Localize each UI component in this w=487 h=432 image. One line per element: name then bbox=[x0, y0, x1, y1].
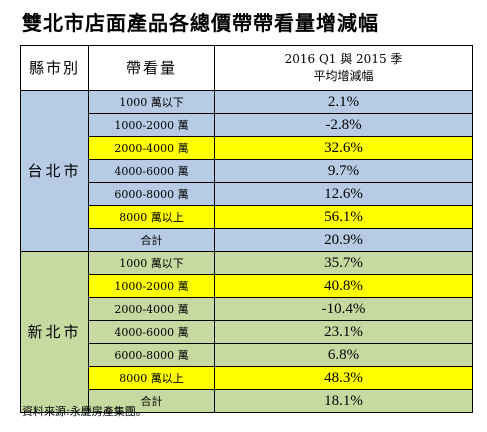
percent-change-cell: 6.8% bbox=[214, 343, 473, 367]
data-table: 縣市別 帶看量 2016 Q1 與 2015 季 平均增減幅 台北市 1000 萬… bbox=[20, 45, 473, 413]
price-band-cell: 8000 萬以上 bbox=[88, 205, 215, 229]
price-band-cell: 4000-6000 萬 bbox=[88, 320, 215, 344]
price-band-cell: 2000-4000 萬 bbox=[88, 297, 215, 321]
percent-change-cell: 23.1% bbox=[214, 320, 473, 344]
table-row: 新北市 1000 萬以下 35.7% bbox=[20, 251, 473, 413]
table-row: 2000-4000 萬 -10.4% bbox=[21, 297, 473, 321]
table-row: 1000-2000 萬 40.8% bbox=[21, 274, 473, 298]
percent-change-cell: 35.7% bbox=[214, 251, 473, 275]
table-row: 合計 18.1% bbox=[21, 389, 473, 413]
price-band-cell: 4000-6000 萬 bbox=[88, 159, 215, 183]
percent-change-cell: -10.4% bbox=[214, 297, 473, 321]
table-body: 台北市 1000 萬以下 2.1% 1000-2000 萬 -2.8% 2000-4000… bbox=[20, 90, 473, 413]
price-band-cell: 6000-8000 萬 bbox=[88, 182, 215, 206]
header-percent-change: 2016 Q1 與 2015 季 平均增減幅 bbox=[214, 45, 473, 91]
table-row: 4000-6000 萬 23.1% bbox=[21, 320, 473, 344]
city-cell: 台北市 bbox=[20, 90, 89, 252]
percent-change-cell: 48.3% bbox=[214, 366, 473, 390]
price-band-cell: 1000 萬以下 bbox=[88, 90, 215, 114]
percent-change-cell: 32.6% bbox=[214, 136, 473, 160]
price-band-cell: 1000-2000 萬 bbox=[88, 274, 215, 298]
percent-change-cell: 40.8% bbox=[214, 274, 473, 298]
price-band-cell: 1000 萬以下 bbox=[88, 251, 215, 275]
percent-change-cell: 2.1% bbox=[214, 90, 473, 114]
table-header-row: 縣市別 帶看量 2016 Q1 與 2015 季 平均增減幅 bbox=[20, 45, 473, 91]
percent-change-cell: 20.9% bbox=[214, 228, 473, 252]
source-note: 資料來源:永慶房產集團。 bbox=[22, 405, 147, 418]
percent-change-cell: 12.6% bbox=[214, 182, 473, 206]
header-percent-line1: 2016 Q1 與 2015 季 bbox=[284, 52, 403, 66]
table-row: 台北市 1000 萬以下 2.1% bbox=[20, 90, 473, 252]
percent-change-cell: -2.8% bbox=[214, 113, 473, 137]
price-band-cell: 合計 bbox=[88, 228, 215, 252]
price-band-cell: 1000-2000 萬 bbox=[88, 113, 215, 137]
table-row: 4000-6000 萬 9.7% bbox=[21, 159, 473, 183]
table-row: 8000 萬以上 56.1% bbox=[21, 205, 473, 229]
table-row: 6000-8000 萬 6.8% bbox=[21, 343, 473, 367]
header-city: 縣市別 bbox=[20, 45, 89, 91]
header-percent-line2: 平均增減幅 bbox=[313, 69, 374, 83]
table-row: 1000-2000 萬 -2.8% bbox=[21, 113, 473, 137]
header-band: 帶看量 bbox=[88, 45, 215, 91]
price-band-cell: 合計 bbox=[88, 389, 215, 413]
table-row: 6000-8000 萬 12.6% bbox=[21, 182, 473, 206]
percent-change-cell: 18.1% bbox=[214, 389, 473, 413]
page-title: 雙北市店面產品各總價帶帶看量增減幅 bbox=[22, 11, 379, 35]
table-row: 8000 萬以上 48.3% bbox=[21, 366, 473, 390]
price-band-cell: 8000 萬以上 bbox=[88, 366, 215, 390]
price-band-cell: 6000-8000 萬 bbox=[88, 343, 215, 367]
city-cell: 新北市 bbox=[20, 251, 89, 413]
price-band-cell: 2000-4000 萬 bbox=[88, 136, 215, 160]
table-row: 2000-4000 萬 32.6% bbox=[21, 136, 473, 160]
percent-change-cell: 56.1% bbox=[214, 205, 473, 229]
percent-change-cell: 9.7% bbox=[214, 159, 473, 183]
table-row: 合計 20.9% bbox=[21, 228, 473, 252]
